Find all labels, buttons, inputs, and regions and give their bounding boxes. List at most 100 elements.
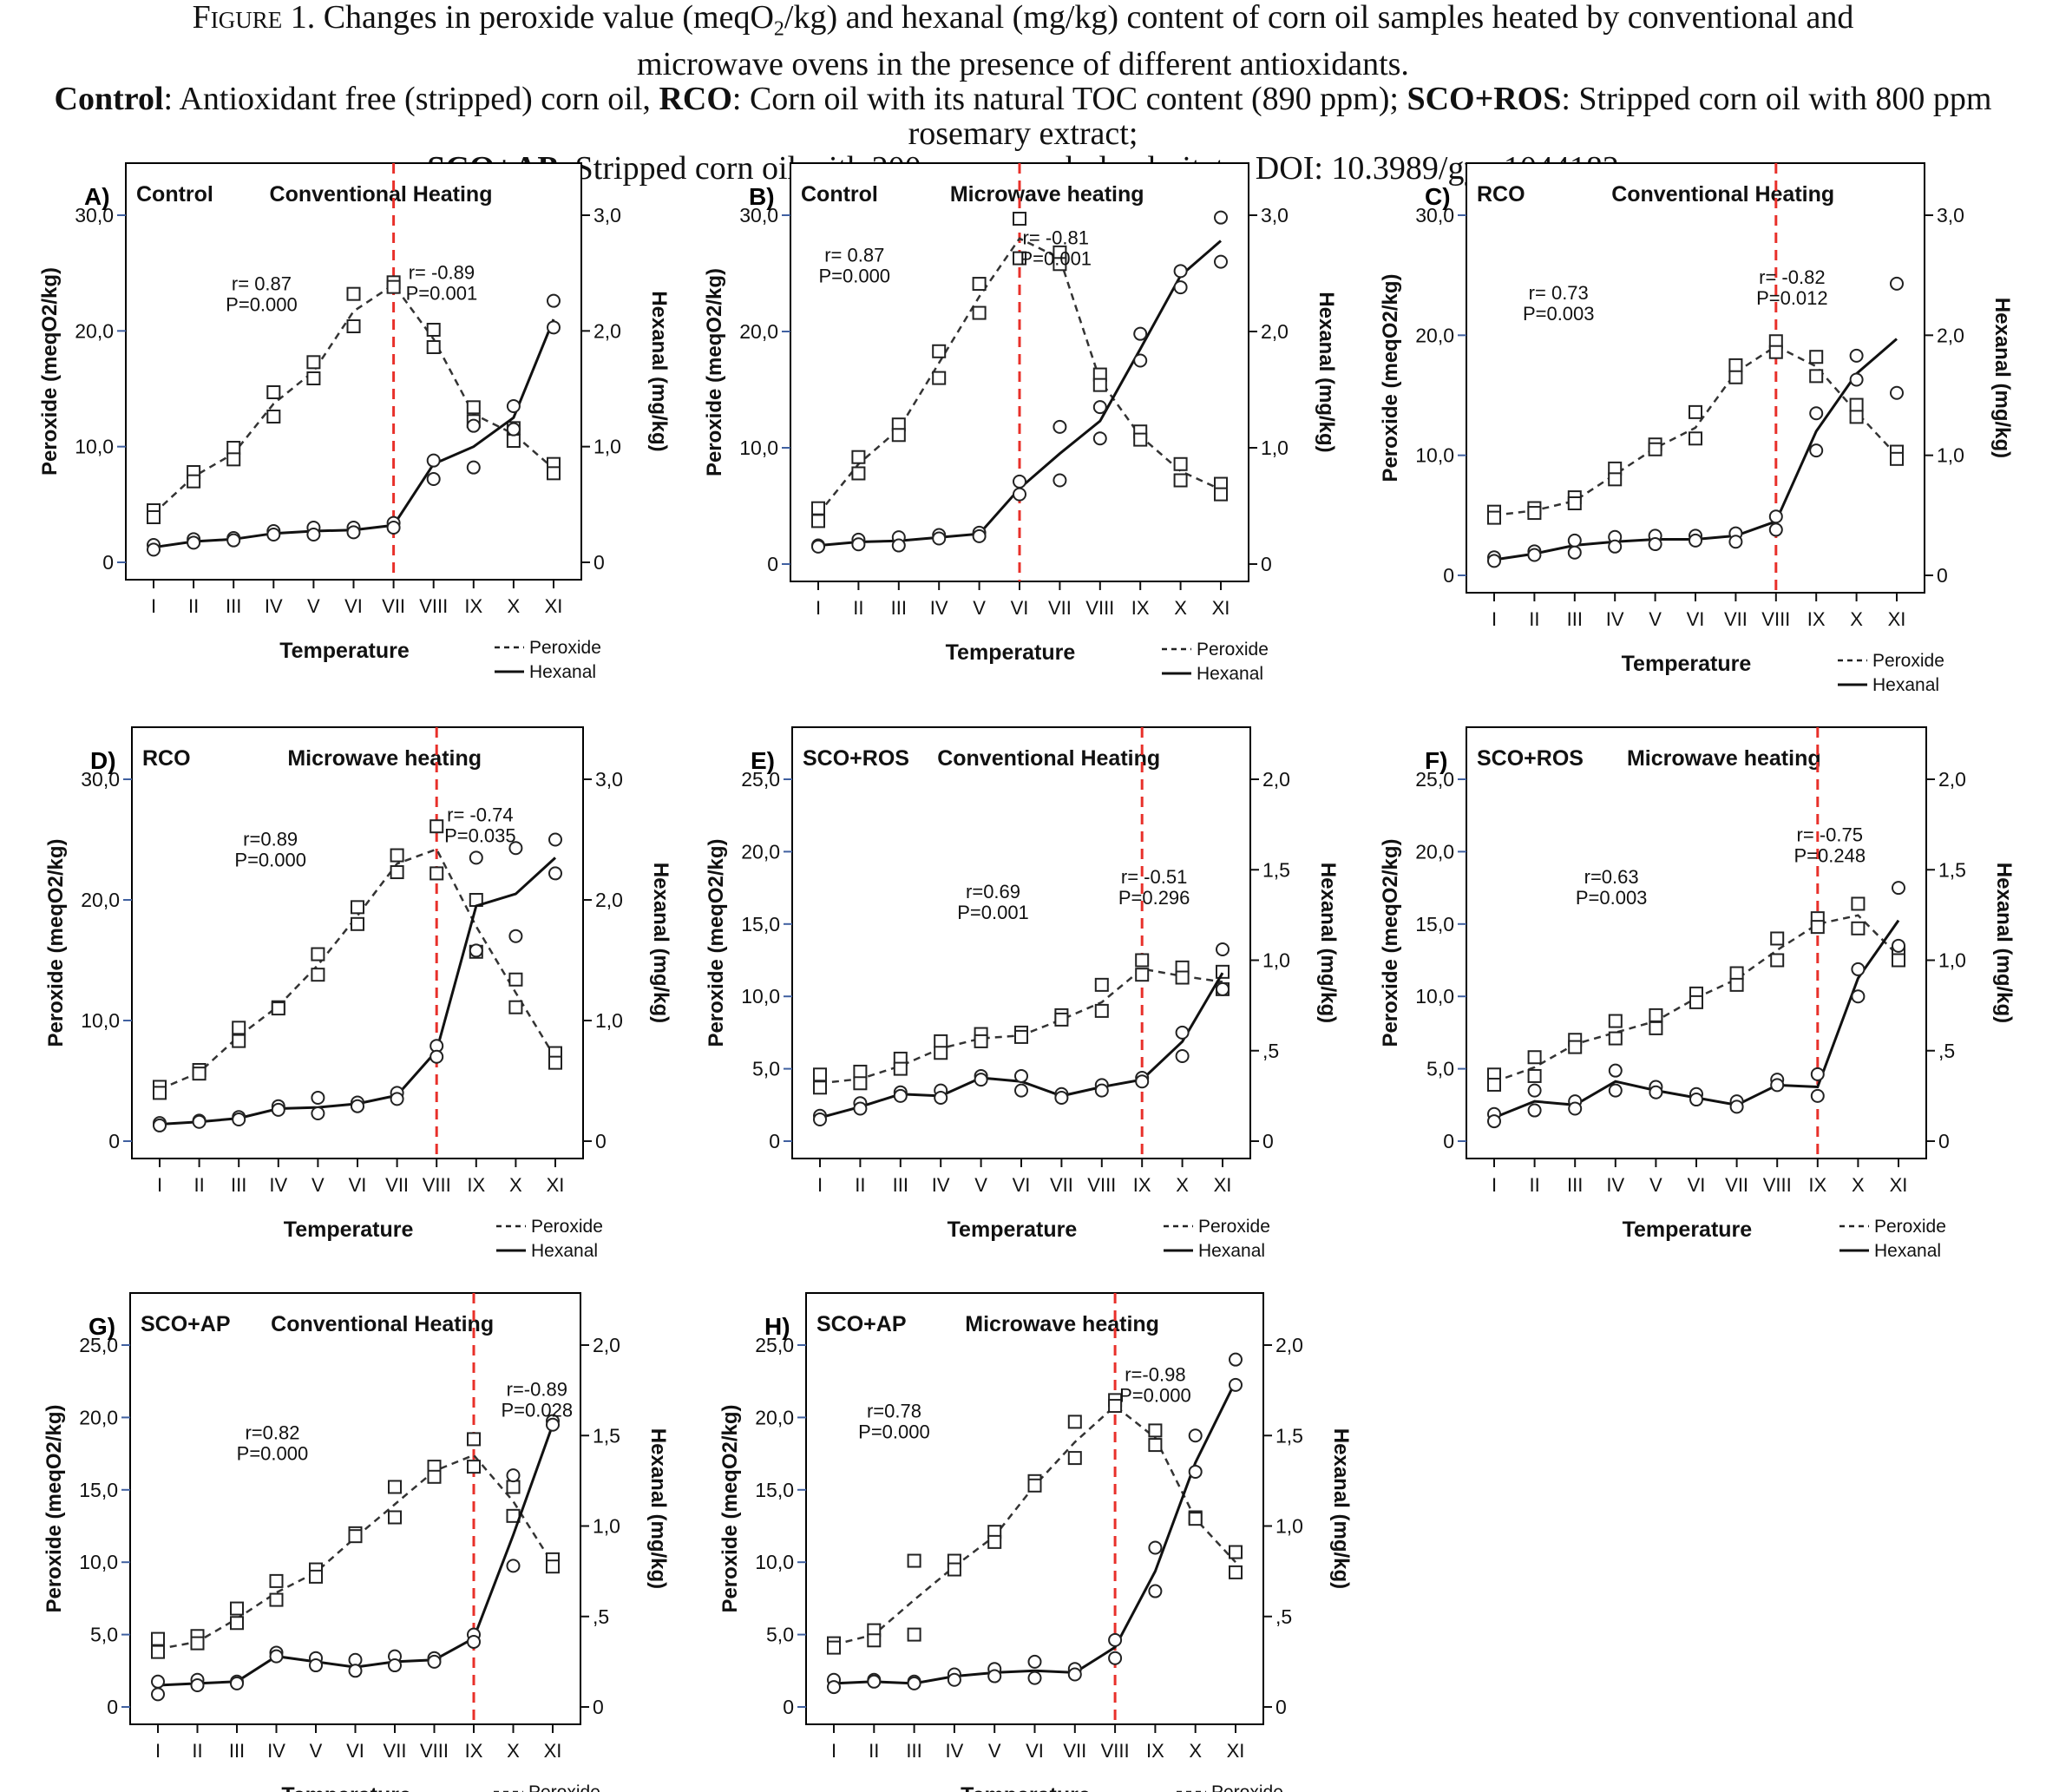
peroxide-point	[811, 501, 825, 515]
peroxide-point	[546, 1559, 560, 1574]
hexanal-point	[390, 1092, 404, 1106]
legend-peroxide-label: Peroxide	[528, 1782, 600, 1792]
y2-axis-title: Hexanal (mg/kg)	[647, 291, 671, 451]
peroxide-point	[467, 1460, 481, 1474]
hexanal-point	[386, 521, 401, 535]
hexanal-point	[1648, 537, 1662, 552]
correlation-r-2: r= -0.81	[1023, 227, 1089, 249]
hexanal-point	[1849, 348, 1864, 363]
hexanal-point	[147, 542, 161, 557]
y2-tick-label: 1,5	[1938, 858, 1966, 881]
peroxide-point	[1648, 442, 1662, 456]
peroxide-point	[1608, 1014, 1623, 1028]
peroxide-point	[1148, 1423, 1163, 1438]
x-tick-label: III	[231, 1174, 246, 1196]
hexanal-point	[1027, 1671, 1042, 1685]
x-tick-label: VII	[1725, 1174, 1748, 1196]
x-tick-label: VI	[1026, 1740, 1044, 1762]
x-tick-label: X	[1174, 597, 1187, 619]
y-axis-title: Peroxide (meqO2/kg)	[705, 838, 728, 1047]
hexanal-point	[508, 841, 523, 856]
peroxide-point	[1092, 377, 1107, 392]
y2-tick-label: ,5	[1275, 1605, 1292, 1628]
legend-hexanal-label: Hexanal	[1198, 1241, 1265, 1261]
correlation-p-1: P=0.001	[957, 902, 1029, 923]
hexanal-point	[348, 1664, 363, 1678]
y-tick-label: 25,0	[755, 1334, 794, 1356]
peroxide-point	[426, 323, 441, 337]
y2-tick-label: 1,0	[1261, 437, 1289, 459]
y-tick-label: 15,0	[741, 913, 780, 935]
y2-tick-label: 1,0	[1275, 1515, 1303, 1538]
x-tick-label: II	[192, 1740, 202, 1762]
peroxide-point	[907, 1627, 921, 1642]
correlation-r-1: r=0.89	[243, 828, 298, 850]
peroxide-point	[309, 1569, 323, 1584]
x-tick-label: IV	[265, 595, 283, 617]
correlation-p-2: P=0.028	[502, 1399, 574, 1421]
x-tick-label: XI	[547, 1174, 565, 1196]
y2-tick-label: 2,0	[1938, 768, 1966, 791]
x-tick-label: III	[1567, 1174, 1583, 1196]
hexanal-point	[187, 535, 201, 550]
peroxide-point	[1849, 397, 1864, 412]
x-tick-label: I	[1492, 1174, 1497, 1196]
x-tick-label: IX	[467, 1174, 485, 1196]
caption-line-1: Figure 1. Changes in peroxide value (meq…	[192, 0, 1854, 41]
peroxide-line	[159, 848, 557, 1091]
peroxide-point	[1027, 1478, 1042, 1493]
hexanal-point	[506, 1559, 521, 1573]
sample-label: RCO	[142, 746, 191, 771]
hexanal-point	[1014, 1068, 1028, 1083]
hexanal-point	[1527, 1083, 1542, 1098]
peroxide-point	[466, 400, 481, 415]
x-axis-title: Temperature	[281, 1783, 411, 1792]
x-tick-label: VIII	[1763, 1174, 1792, 1196]
x-axis-title: Temperature	[279, 639, 410, 663]
hexanal-point	[1527, 1103, 1542, 1118]
hexanal-point	[426, 472, 441, 486]
hexanal-point	[1175, 1025, 1190, 1040]
peroxide-point	[1135, 953, 1150, 968]
peroxide-point	[390, 865, 404, 880]
heating-label: Conventional Heating	[937, 746, 1160, 771]
peroxide-point	[426, 340, 441, 354]
y-tick-label: 15,0	[755, 1479, 794, 1501]
x-tick-label: XI	[1227, 1740, 1245, 1762]
x-tick-label: X	[1852, 1174, 1865, 1196]
peroxide-point	[1608, 1031, 1623, 1046]
y-tick-label: 10,0	[741, 985, 780, 1008]
peroxide-point	[1135, 968, 1150, 982]
correlation-p-2: P=0.035	[444, 825, 516, 847]
hexanal-point	[506, 399, 521, 413]
x-tick-label: V	[311, 1174, 325, 1196]
peroxide-point	[226, 441, 241, 455]
x-axis-title: Temperature	[1623, 1218, 1753, 1242]
correlation-p-2: P=0.012	[1756, 287, 1828, 309]
peroxide-point	[351, 916, 364, 931]
peroxide-point	[1809, 369, 1824, 384]
x-tick-label: V	[1649, 1174, 1662, 1196]
sample-label: SCO+AP	[816, 1312, 907, 1336]
y-tick-label: 20,0	[81, 889, 120, 911]
peroxide-point	[867, 1633, 882, 1648]
x-tick-label: X	[1850, 608, 1863, 630]
hexanal-point	[1487, 554, 1501, 568]
x-tick-label: X	[507, 1740, 520, 1762]
y2-tick-label: 2,0	[593, 1334, 620, 1356]
hexanal-point	[151, 1674, 165, 1689]
hexanal-point	[508, 929, 523, 943]
x-tick-label: I	[157, 1174, 162, 1196]
peroxide-point	[1608, 472, 1623, 487]
y-tick-label: 20,0	[79, 1406, 118, 1428]
peroxide-point	[1728, 370, 1743, 384]
peroxide-point	[306, 371, 321, 385]
x-tick-label: V	[1649, 608, 1662, 630]
x-tick-label: VIII	[420, 1740, 449, 1762]
peroxide-point	[548, 1055, 562, 1070]
x-tick-label: VIII	[1085, 597, 1114, 619]
y-tick-label: 15,0	[1415, 913, 1454, 935]
panel-label: D)	[90, 747, 116, 774]
x-tick-label: VI	[1011, 597, 1029, 619]
x-tick-label: VII	[1050, 1174, 1073, 1196]
